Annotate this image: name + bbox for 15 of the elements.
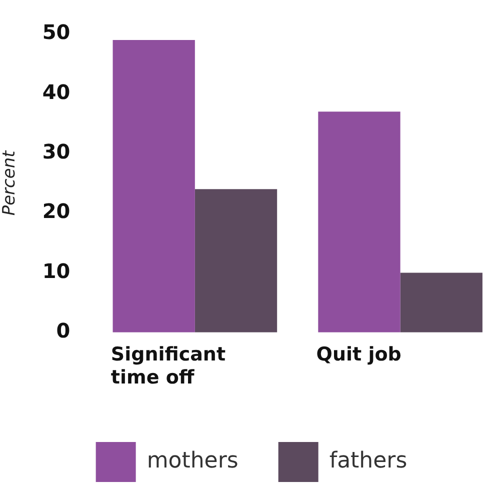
y-axis-title: Percent: [0, 149, 20, 216]
y-tick-label: 30: [42, 140, 70, 164]
y-tick-label: 40: [42, 80, 70, 104]
bar: [318, 112, 400, 332]
legend-label: mothers: [146, 448, 238, 474]
bar: [112, 40, 195, 332]
legend-label: fathers: [329, 448, 408, 474]
x-tick-label: Quit job: [316, 344, 402, 366]
bar: [194, 189, 278, 332]
x-tick-label: Significant time off: [110, 344, 226, 389]
y-tick-label: 10: [42, 258, 70, 283]
bar: [400, 272, 482, 332]
y-tick-label: 50: [42, 20, 70, 44]
y-tick-label: 20: [42, 199, 70, 224]
y-tick-label: 0: [56, 318, 70, 343]
